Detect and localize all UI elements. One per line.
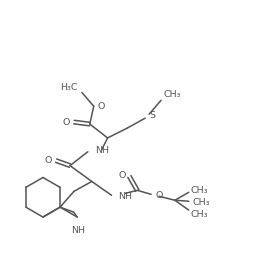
Text: CH₃: CH₃ <box>163 90 180 99</box>
Text: O: O <box>63 118 70 127</box>
Text: NH: NH <box>71 226 85 235</box>
Text: CH₃: CH₃ <box>191 210 208 219</box>
Text: O: O <box>118 171 125 180</box>
Text: NH: NH <box>95 146 109 155</box>
Text: CH₃: CH₃ <box>193 198 210 207</box>
Text: S: S <box>149 111 155 120</box>
Text: O: O <box>155 191 162 200</box>
Text: NH: NH <box>119 192 132 201</box>
Text: O: O <box>98 102 105 111</box>
Text: O: O <box>45 156 52 165</box>
Text: H₃C: H₃C <box>60 83 78 92</box>
Text: CH₃: CH₃ <box>191 186 208 195</box>
